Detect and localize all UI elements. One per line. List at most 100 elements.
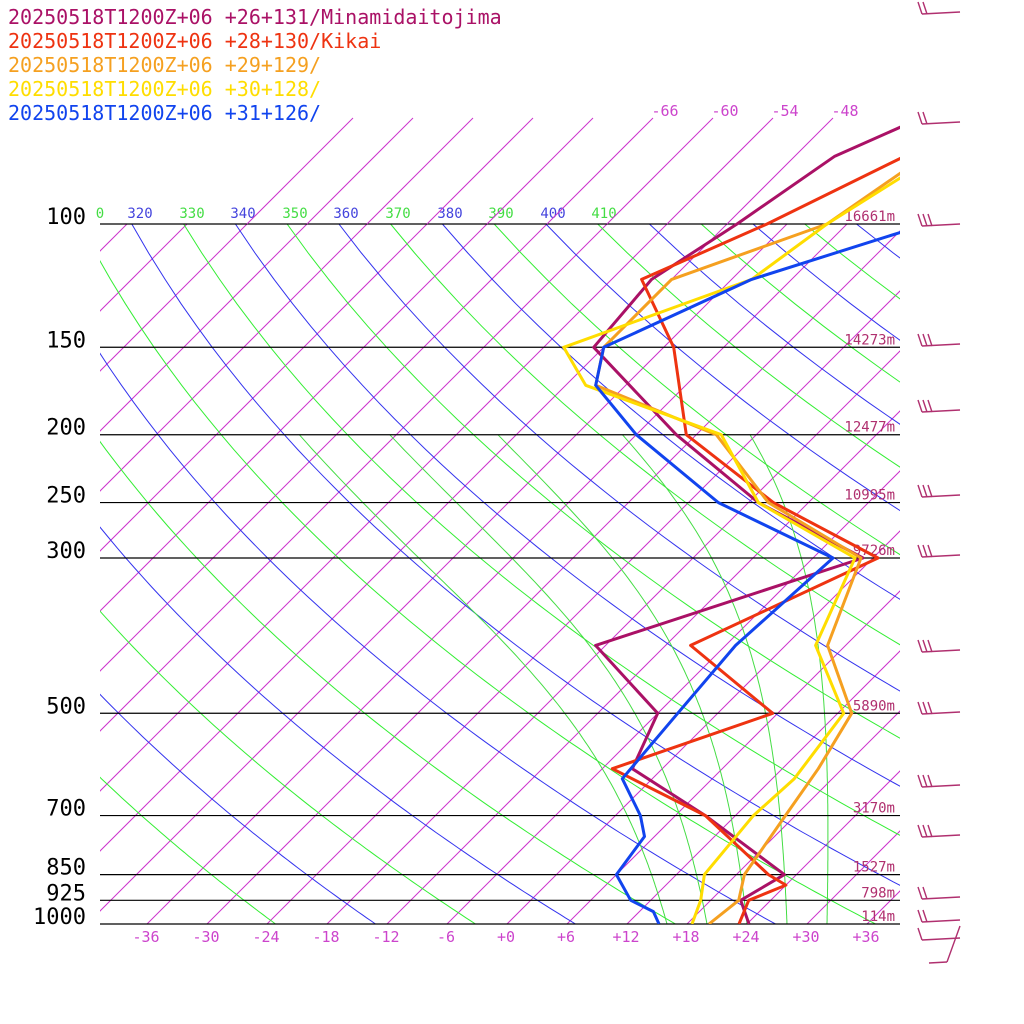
isotherm-line bbox=[306, 117, 414, 225]
theta-label: 0 bbox=[96, 206, 104, 222]
isotherm-line bbox=[266, 290, 900, 924]
isotherm-line bbox=[806, 830, 900, 924]
theta-label: 330 bbox=[179, 206, 204, 222]
isotherm-line bbox=[366, 117, 474, 225]
isotherm-line bbox=[100, 224, 488, 612]
height-label: 9726m bbox=[853, 543, 895, 559]
dry-adiabat-line bbox=[649, 224, 900, 425]
isotherm-line bbox=[987, 224, 1024, 924]
series-line-2 bbox=[594, 171, 900, 924]
wind-barb bbox=[917, 927, 961, 941]
wind-barb bbox=[917, 544, 961, 558]
temperature-tick-label: -18 bbox=[312, 928, 339, 946]
moist-adiabat-line bbox=[298, 434, 668, 924]
pressure-label: 500 bbox=[46, 694, 86, 719]
isotherm-line bbox=[146, 224, 848, 924]
dry-adiabat-line bbox=[442, 224, 900, 600]
wind-barb bbox=[917, 399, 961, 413]
theta-label: 340 bbox=[230, 206, 255, 222]
theta-labels: 0 320 330 340 350 360 370 380 390 400 410 bbox=[96, 206, 617, 222]
height-labels: 16661m 14273m 12477m 10995m 9726m 5890m 3170m 1… bbox=[844, 209, 895, 925]
pressure-label: 925 bbox=[46, 881, 86, 906]
dry-adiabat-line bbox=[234, 224, 900, 787]
isotherm-line bbox=[726, 117, 834, 225]
wind-barb bbox=[928, 961, 948, 964]
height-label: 10995m bbox=[844, 488, 895, 504]
temperature-profiles bbox=[562, 125, 900, 924]
wind-barb bbox=[917, 886, 961, 900]
wind-barbs bbox=[917, 1, 961, 964]
isotherm-line bbox=[100, 224, 368, 492]
dry-adiabats bbox=[100, 224, 900, 924]
temperature-tick-label: +0 bbox=[497, 928, 515, 946]
wind-barb bbox=[917, 639, 961, 653]
isotherm-line bbox=[606, 117, 714, 225]
isotherm-line bbox=[927, 224, 1024, 924]
moist-adiabat-line bbox=[622, 434, 788, 924]
dry-adiabat-line bbox=[131, 224, 900, 886]
theta-label: 390 bbox=[488, 206, 513, 222]
wind-barb bbox=[917, 213, 961, 227]
pressure-label: 200 bbox=[46, 416, 86, 441]
pressure-label: 300 bbox=[46, 539, 86, 564]
wind-barb bbox=[946, 925, 961, 963]
height-label: 1527m bbox=[853, 860, 895, 876]
temperature-tick-label: -48 bbox=[831, 102, 858, 120]
theta-label: 400 bbox=[540, 206, 565, 222]
temperature-tick-label: -30 bbox=[192, 928, 219, 946]
moist-adiabat-line bbox=[389, 434, 708, 924]
isotherm-line bbox=[866, 890, 900, 924]
pressure-label: 1000 bbox=[33, 905, 86, 930]
height-label: 5890m bbox=[853, 698, 895, 714]
height-label: 16661m bbox=[844, 209, 895, 225]
isotherm-line bbox=[746, 770, 900, 924]
theta-label: 410 bbox=[591, 206, 616, 222]
legend-item: 20250518T1200Z+06 +31+126/ bbox=[8, 101, 322, 125]
wind-barb bbox=[917, 1, 961, 15]
dry-adiabat-line bbox=[286, 224, 900, 739]
wind-barb bbox=[917, 111, 961, 125]
temperature-tick-label: -12 bbox=[372, 928, 399, 946]
temperature-tick-label: +12 bbox=[612, 928, 639, 946]
series-line-4 bbox=[594, 230, 900, 924]
wind-barb bbox=[917, 824, 961, 838]
height-label: 12477m bbox=[844, 420, 895, 436]
theta-label: 380 bbox=[437, 206, 462, 222]
dry-adiabat-line bbox=[338, 224, 900, 692]
height-label: 798m bbox=[861, 885, 895, 901]
wind-barb bbox=[917, 909, 961, 923]
temperature-axis-labels: -36 -30 -24 -18 -12 -6 +0 +6 +12 +18 +24 +30 +36 -66 -… bbox=[132, 102, 879, 946]
wind-barb bbox=[917, 701, 961, 715]
temperature-tick-label: +6 bbox=[557, 928, 575, 946]
isotherm-line bbox=[100, 224, 548, 672]
theta-label: 350 bbox=[282, 206, 307, 222]
dry-adiabat-line bbox=[183, 224, 900, 836]
height-label: 114m bbox=[861, 909, 895, 925]
isotherm-line bbox=[386, 410, 900, 924]
dry-adiabat-line bbox=[804, 224, 900, 300]
isotherm-line bbox=[666, 117, 774, 225]
isotherm-line bbox=[100, 224, 308, 432]
isotherm-line bbox=[546, 117, 654, 225]
series-line-3 bbox=[562, 176, 900, 924]
isotherm-line bbox=[566, 590, 900, 924]
height-label: 14273m bbox=[844, 332, 895, 348]
isotherm-line bbox=[686, 710, 900, 924]
height-label: 3170m bbox=[853, 801, 895, 817]
isotherm-line bbox=[100, 224, 428, 552]
legend-item: 20250518T1200Z+06 +30+128/ bbox=[8, 77, 322, 101]
legend-item: 20250518T1200Z+06 +26+131/Minamidaitojim… bbox=[8, 5, 502, 29]
temperature-tick-label: -54 bbox=[771, 102, 798, 120]
temperature-tick-label: -60 bbox=[711, 102, 738, 120]
dry-adiabat-line bbox=[100, 610, 477, 924]
dry-adiabat-line bbox=[390, 224, 900, 646]
temperature-tick-label: -66 bbox=[651, 102, 678, 120]
isotherm-line bbox=[100, 224, 188, 312]
dry-adiabat-line bbox=[100, 440, 677, 924]
isotherm-line bbox=[206, 230, 900, 924]
legend-item: 20250518T1200Z+06 +29+129/ bbox=[8, 53, 322, 77]
isotherm-line bbox=[100, 224, 248, 372]
theta-label: 360 bbox=[333, 206, 358, 222]
dry-adiabat-line bbox=[493, 224, 900, 556]
